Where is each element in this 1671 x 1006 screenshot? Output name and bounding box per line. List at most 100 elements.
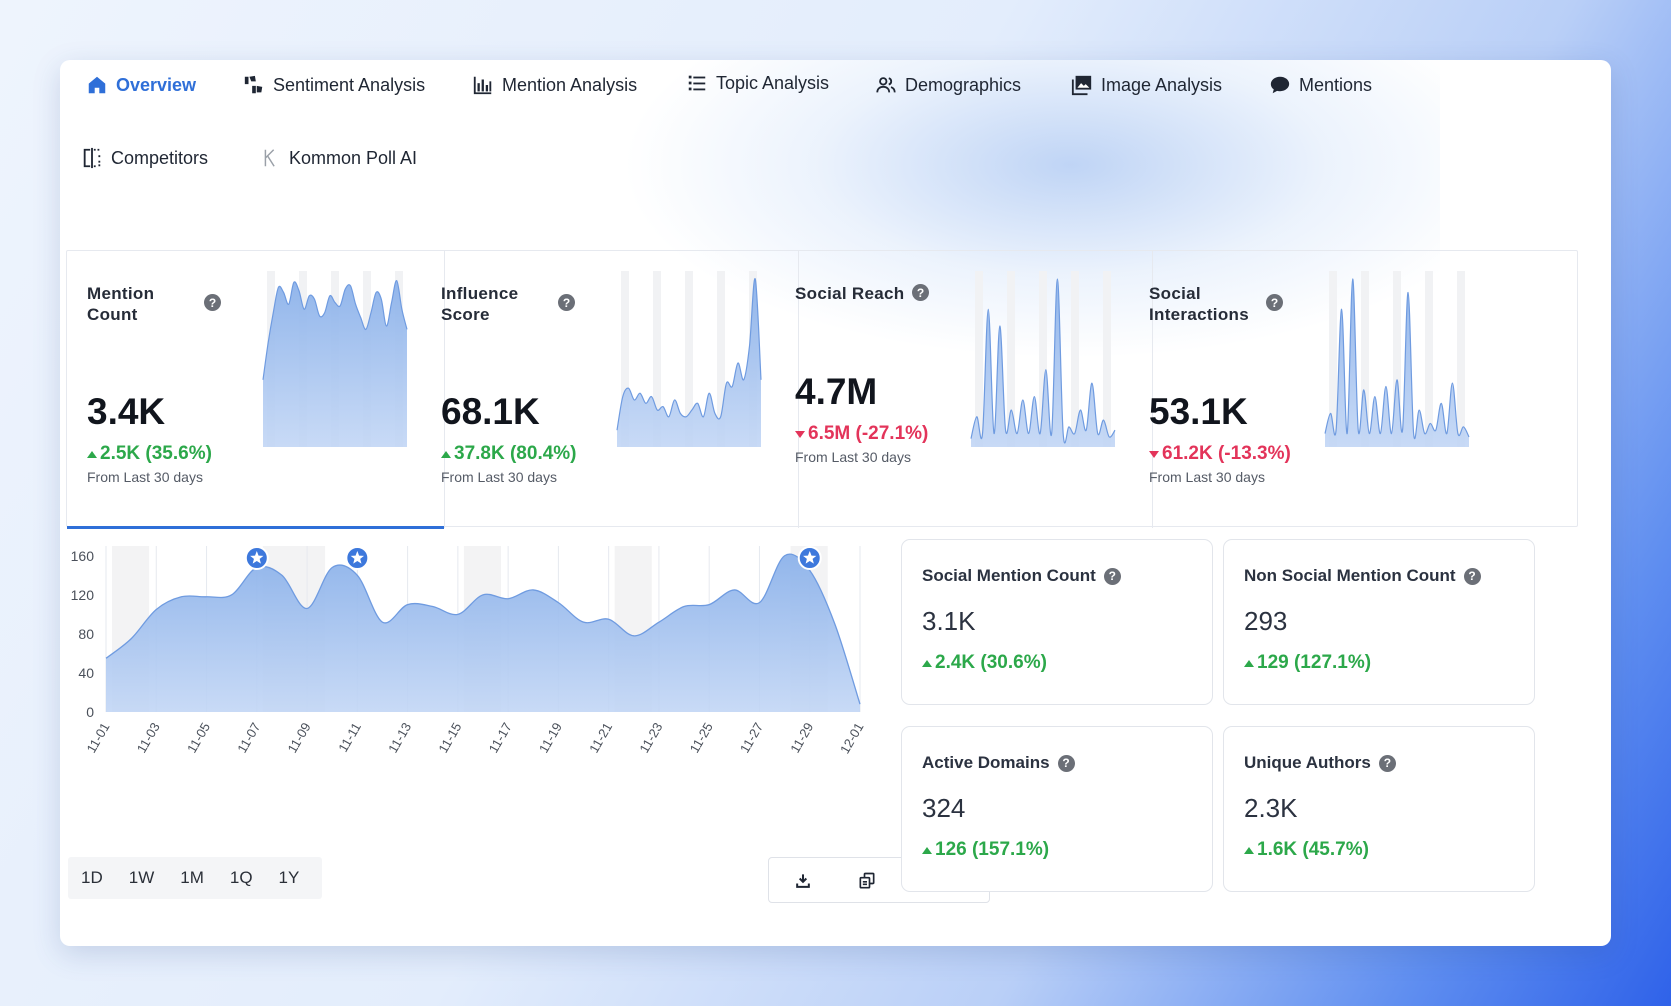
area-line [105,553,861,705]
y-tick-label: 80 [78,626,94,642]
tab-mentions[interactable]: Mentions [1269,74,1372,96]
tab-mention-analysis[interactable]: Mention Analysis [472,74,637,96]
thumbs-icon [243,74,265,96]
stat-value: 324 [922,793,966,823]
stat-delta-text: 1.6K (45.7%) [1257,839,1369,860]
spark-band [1007,271,1015,447]
help-icon[interactable]: ? [1057,754,1075,772]
spark-band [717,271,725,447]
stat-card-active-domains: Active Domains? 324 126 (157.1%) [901,726,1213,892]
help-icon[interactable]: ? [912,284,929,301]
kpi-value: 53.1K [1149,391,1248,432]
tab-label: Sentiment Analysis [273,74,426,95]
kpi-card-mention-count[interactable]: Mention Count ? 3.4K 2.5K (35.6%) From L… [67,251,445,529]
x-tick-label: 11-13 [385,720,414,755]
kpi-subtext: From Last 30 days [1149,469,1265,485]
kpi-value: 68.1K [441,391,540,432]
help-icon[interactable]: ? [1103,567,1121,585]
kpi-card-social-reach[interactable]: Social Reach ? 4.7M 6.5M (-27.1%) From L… [775,251,1153,528]
home-icon [86,74,108,96]
help-icon[interactable]: ? [204,294,221,311]
range-selector: 1D 1W 1M 1Q 1Y [68,857,322,899]
stat-title: Non Social Mention Count? [1244,566,1481,586]
stat-title: Active Domains? [922,753,1075,773]
x-tick-label: 11-15 [435,720,464,755]
kpi-delta-text: 61.2K (-13.3%) [1162,443,1291,464]
stat-delta-text: 2.4K (30.6%) [935,652,1047,673]
kpi-subtext: From Last 30 days [87,469,203,485]
tab-label: Mention Analysis [502,74,638,95]
x-tick-label: 11-07 [234,720,263,755]
tab-demographics[interactable]: Demographics [875,74,1021,96]
tab-label: Topic Analysis [716,72,830,93]
arrow-up-icon [87,450,97,458]
spark-band [685,271,693,447]
tab-label: Demographics [905,74,1022,95]
chat-bubble-icon [1269,74,1291,96]
spark-area [617,278,761,447]
range-button-1q[interactable]: 1Q [229,868,253,887]
spark-band [653,271,661,447]
range-button-1y[interactable]: 1Y [278,868,300,887]
star-badge-icon [345,546,370,570]
stat-value: 293 [1244,606,1288,636]
kpi-value: 3.4K [87,391,166,432]
mention-trend-chart[interactable]: 0 40 80 120 160 11-01 11-03 11-05 11-07 11-09 11-1… [60,538,940,778]
range-button-1w[interactable]: 1W [128,868,155,887]
kpi-delta-text: 2.5K (35.6%) [100,443,212,464]
arrow-up-icon [1244,846,1254,854]
x-tick-label: 11-01 [83,720,112,755]
arrow-down-icon [1149,450,1159,458]
stat-title-text: Non Social Mention Count [1244,566,1456,585]
help-icon[interactable]: ? [1378,754,1396,772]
tab-label: Mentions [1299,74,1373,95]
kpi-delta: 37.8K (80.4%) [441,443,577,465]
stat-value: 2.3K [1244,793,1298,823]
help-icon[interactable]: ? [1463,567,1481,585]
kpi-row: Mention Count ? 3.4K 2.5K (35.6%) From L… [66,250,1578,529]
y-tick-label: 120 [71,587,95,603]
range-button-1m[interactable]: 1M [180,868,204,887]
kpi-subtext: From Last 30 days [795,449,911,465]
tab-image-analysis[interactable]: Image Analysis [1071,74,1222,96]
stat-card-unique-authors: Unique Authors? 2.3K 1.6K (45.7%) [1223,726,1535,892]
help-icon[interactable]: ? [1266,294,1283,311]
x-tick-label: 11-21 [586,720,615,755]
download-icon[interactable] [791,869,815,893]
stat-value: 3.1K [922,606,976,636]
stat-delta-text: 129 (127.1%) [1257,652,1372,673]
stat-title-text: Social Mention Count [922,566,1096,585]
stat-title-text: Unique Authors [1244,753,1371,772]
kpi-title: Influence Score [441,284,519,324]
kpi-card-social-interactions[interactable]: Social Interactions ? 53.1K 61.2K (-13.3… [1129,251,1507,528]
x-tick-label: 11-11 [335,720,364,755]
tab-competitors[interactable]: Competitors [81,147,208,169]
y-tick-label: 160 [71,548,95,564]
tab-sentiment-analysis[interactable]: Sentiment Analysis [243,74,425,96]
spark-line [970,278,1116,444]
range-button-1d[interactable]: 1D [81,868,103,887]
tab-kommon-poll-ai[interactable]: Kommon Poll AI [259,147,417,169]
kommon-logo-icon [259,147,281,169]
x-tick-label: 12-01 [837,720,867,756]
spark-band [1393,271,1401,447]
help-icon[interactable]: ? [558,294,575,311]
copy-icon[interactable] [855,869,879,893]
kpi-subtext: From Last 30 days [441,469,557,485]
tab-topic-analysis[interactable]: Topic Analysis [686,72,829,94]
x-tick-label: 11-29 [787,720,816,755]
spark-band [975,271,983,447]
tab-overview[interactable]: Overview [86,74,196,96]
kpi-delta-text: 37.8K (80.4%) [454,443,577,464]
kpi-card-influence-score[interactable]: Influence Score ? 68.1K 37.8K (80.4%) Fr… [421,251,799,528]
sparkline [1324,271,1470,447]
x-tick-label: 11-19 [536,720,565,755]
stat-delta: 2.4K (30.6%) [922,652,1047,674]
spark-band [1457,271,1465,447]
bar-chart-icon [472,74,494,96]
arrow-up-icon [441,450,451,458]
spark-area [1325,278,1469,447]
star-badge-icon [244,546,269,570]
spark-band [1425,271,1433,447]
kpi-delta: 61.2K (-13.3%) [1149,443,1291,465]
